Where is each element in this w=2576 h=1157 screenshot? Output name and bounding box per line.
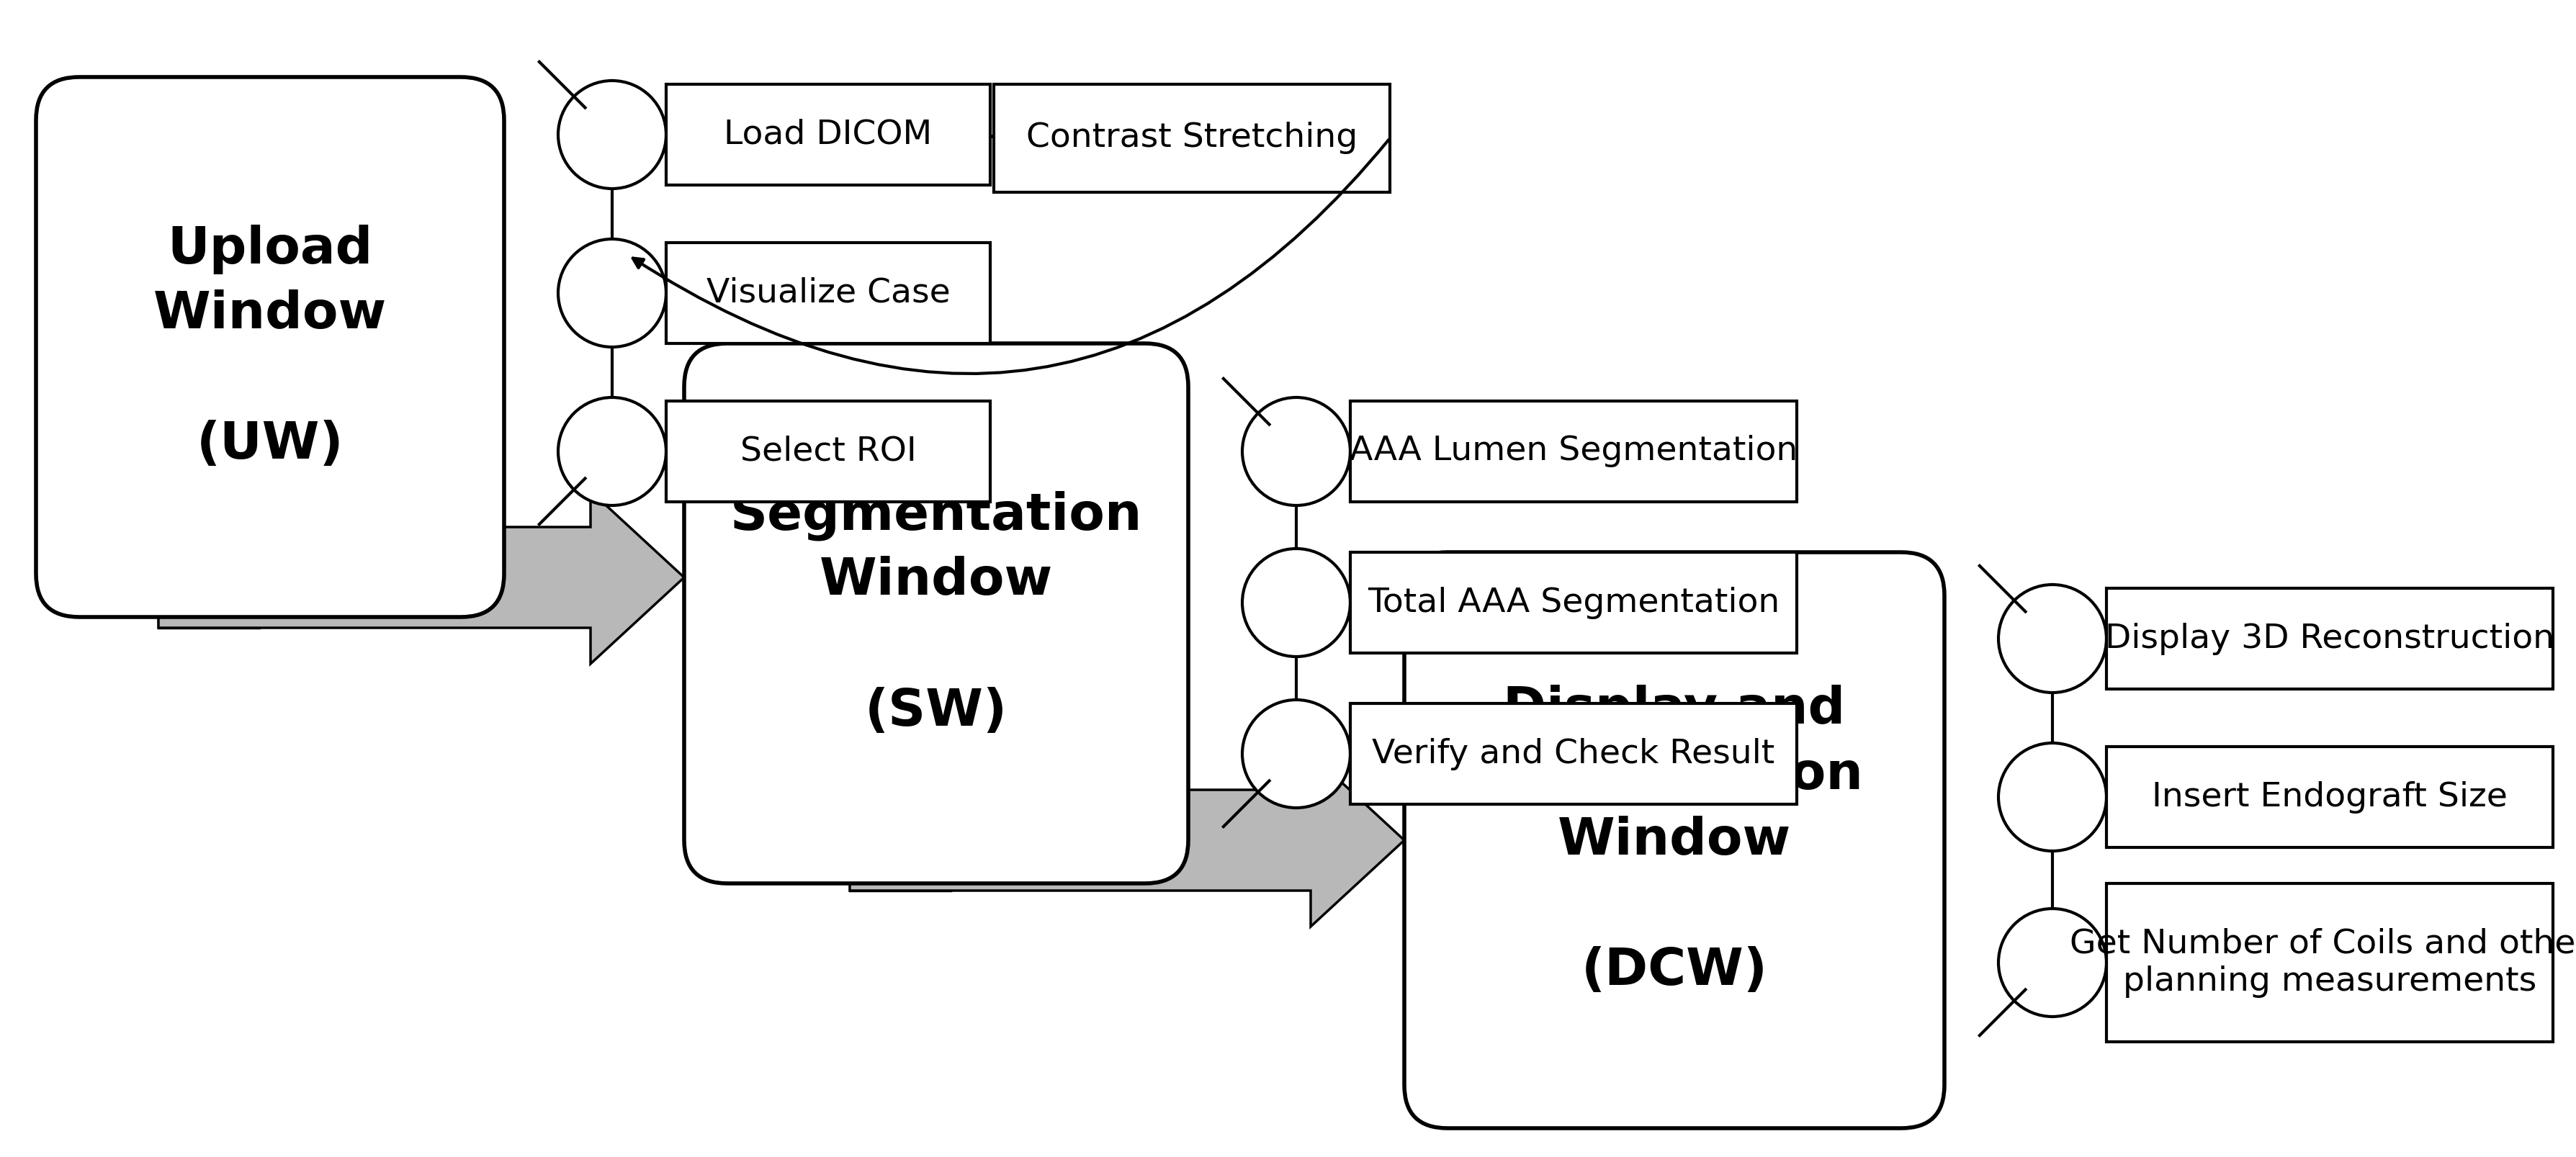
Text: Upload
Window

(UW): Upload Window (UW) bbox=[155, 224, 386, 470]
Polygon shape bbox=[160, 617, 260, 628]
Text: Total AAA Segmentation: Total AAA Segmentation bbox=[1368, 587, 1780, 619]
Text: AAA Lumen Segmentation: AAA Lumen Segmentation bbox=[1350, 435, 1798, 467]
Polygon shape bbox=[160, 491, 685, 664]
Circle shape bbox=[559, 397, 667, 506]
Circle shape bbox=[1999, 584, 2107, 693]
Bar bbox=[2107, 884, 2553, 1041]
Bar bbox=[994, 84, 1391, 192]
Text: Get Number of Coils and other
planning measurements: Get Number of Coils and other planning m… bbox=[2069, 928, 2576, 997]
Text: Contrast Stretching: Contrast Stretching bbox=[1025, 121, 1358, 154]
Polygon shape bbox=[850, 884, 951, 891]
Bar bbox=[667, 243, 989, 344]
Circle shape bbox=[1242, 548, 1350, 657]
Circle shape bbox=[1999, 908, 2107, 1017]
Text: Select ROI: Select ROI bbox=[739, 435, 917, 467]
Text: Load DICOM: Load DICOM bbox=[724, 118, 933, 150]
Circle shape bbox=[559, 81, 667, 189]
FancyBboxPatch shape bbox=[685, 344, 1188, 884]
Text: Visualize Case: Visualize Case bbox=[706, 277, 951, 309]
Bar bbox=[667, 84, 989, 185]
Circle shape bbox=[559, 239, 667, 347]
Text: Insert Endograft Size: Insert Endograft Size bbox=[2151, 781, 2506, 813]
Bar bbox=[1350, 401, 1798, 502]
Bar bbox=[1350, 703, 1798, 804]
Text: Verify and Check Result: Verify and Check Result bbox=[1373, 738, 1775, 771]
Bar bbox=[2107, 588, 2553, 690]
Polygon shape bbox=[850, 754, 1404, 927]
Circle shape bbox=[1999, 743, 2107, 852]
Circle shape bbox=[1242, 700, 1350, 808]
Text: Segmentation
Window

(SW): Segmentation Window (SW) bbox=[729, 491, 1141, 736]
Bar bbox=[667, 401, 989, 502]
FancyBboxPatch shape bbox=[1404, 552, 1945, 1128]
Bar bbox=[1350, 552, 1798, 653]
Text: Display and
Computation
Window

(DCW): Display and Computation Window (DCW) bbox=[1486, 685, 1862, 995]
Circle shape bbox=[1242, 397, 1350, 506]
FancyBboxPatch shape bbox=[36, 78, 505, 617]
Text: Display 3D Reconstruction: Display 3D Reconstruction bbox=[2105, 622, 2555, 655]
Bar bbox=[2107, 746, 2553, 847]
